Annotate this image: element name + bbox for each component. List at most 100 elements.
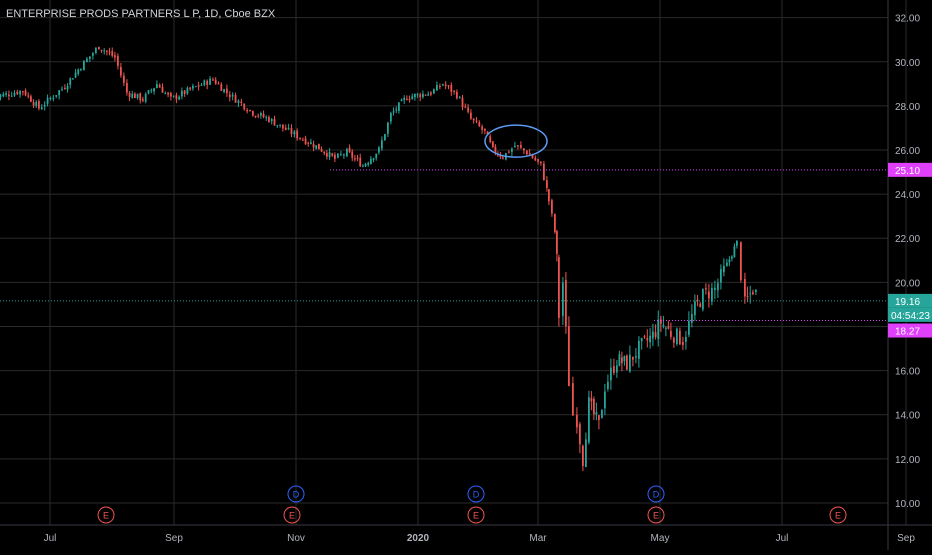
candle-body bbox=[136, 93, 139, 99]
candle-body bbox=[588, 397, 590, 443]
earnings-marker[interactable] bbox=[97, 506, 115, 524]
candle-body bbox=[128, 93, 131, 97]
candle-body bbox=[123, 75, 125, 83]
candle-body bbox=[378, 147, 380, 153]
candle-body bbox=[416, 93, 419, 96]
candle-body bbox=[422, 93, 424, 98]
candle-body bbox=[172, 95, 175, 97]
candle-body bbox=[175, 95, 178, 100]
candle-body bbox=[736, 240, 738, 246]
candle-body bbox=[436, 84, 438, 91]
candle-body bbox=[392, 111, 395, 113]
y-tick-label: 24.00 bbox=[895, 190, 920, 201]
candle-body bbox=[375, 153, 378, 159]
candle-body bbox=[502, 157, 504, 159]
candle-body bbox=[249, 109, 251, 111]
candle-body bbox=[629, 354, 631, 372]
candle-body bbox=[395, 109, 398, 111]
candle-body bbox=[618, 354, 621, 366]
candle-body bbox=[354, 158, 356, 160]
y-tick-label: 20.00 bbox=[895, 278, 920, 289]
candle-body bbox=[279, 124, 281, 126]
level-badge-label: 25.10 bbox=[895, 166, 920, 177]
countdown-badge bbox=[888, 307, 932, 322]
candle-body bbox=[621, 357, 623, 364]
candle-body bbox=[346, 149, 348, 157]
candle-body bbox=[302, 139, 304, 141]
candle-body bbox=[156, 84, 158, 88]
earnings-marker[interactable] bbox=[647, 506, 665, 524]
candle-body bbox=[214, 79, 217, 84]
candle-body bbox=[181, 90, 183, 97]
candle-body bbox=[312, 143, 315, 148]
candle-body bbox=[139, 93, 142, 101]
event-label: E bbox=[653, 511, 659, 521]
candle-body bbox=[108, 51, 111, 53]
candle-body bbox=[287, 127, 290, 130]
x-tick-label: Nov bbox=[287, 533, 305, 544]
candle-body bbox=[323, 151, 326, 154]
candle-body bbox=[66, 86, 69, 90]
candle-body bbox=[598, 415, 600, 420]
candle-body bbox=[691, 314, 693, 323]
candle-body bbox=[534, 157, 537, 161]
candle-body bbox=[228, 94, 231, 98]
candle-body bbox=[744, 278, 746, 297]
candle-body bbox=[411, 96, 414, 100]
candle-body bbox=[58, 90, 61, 96]
dividend-marker[interactable] bbox=[647, 485, 665, 503]
candle-body bbox=[370, 158, 372, 164]
candle-body bbox=[158, 84, 161, 88]
current-price-badge-label: 19.16 bbox=[895, 297, 920, 308]
candle-body bbox=[728, 259, 731, 263]
candle-body bbox=[414, 93, 416, 98]
dividend-marker[interactable] bbox=[467, 485, 485, 503]
candle-body bbox=[511, 148, 513, 153]
candle-body bbox=[150, 90, 153, 92]
candle-body bbox=[307, 142, 310, 144]
x-tick-label: Jul bbox=[776, 533, 789, 544]
candle-body bbox=[464, 106, 467, 108]
candle-body bbox=[508, 151, 510, 153]
current-price-badge bbox=[888, 293, 932, 308]
candle-body bbox=[212, 79, 214, 81]
candle-body bbox=[531, 154, 534, 159]
candle-body bbox=[430, 92, 432, 95]
candle-body bbox=[296, 130, 299, 139]
candle-body bbox=[223, 89, 225, 93]
earnings-marker[interactable] bbox=[829, 506, 847, 524]
candle-body bbox=[334, 154, 336, 159]
candle-body bbox=[444, 84, 447, 86]
candle-body bbox=[398, 102, 400, 111]
candle-body bbox=[351, 151, 354, 158]
candle-body bbox=[714, 287, 716, 290]
earnings-marker[interactable] bbox=[467, 506, 485, 524]
candle-body bbox=[103, 50, 106, 52]
dividend-marker[interactable] bbox=[287, 485, 305, 503]
candle-body bbox=[43, 104, 46, 107]
candle-body bbox=[92, 53, 94, 56]
candle-body bbox=[456, 91, 458, 99]
candle-body bbox=[52, 97, 55, 99]
countdown-label: 04:54:23 bbox=[891, 311, 930, 322]
candle-body bbox=[270, 118, 273, 122]
event-label: D bbox=[473, 490, 480, 500]
candle-body bbox=[22, 91, 24, 93]
candle-body bbox=[260, 113, 262, 116]
candle-body bbox=[593, 398, 595, 415]
candle-body bbox=[494, 146, 497, 154]
level-badge bbox=[888, 162, 932, 177]
earnings-marker[interactable] bbox=[283, 506, 301, 524]
y-tick-label: 32.00 bbox=[895, 14, 920, 25]
candle-body bbox=[528, 153, 531, 155]
candle-body bbox=[562, 282, 564, 316]
candle-body bbox=[111, 51, 114, 56]
candle-body bbox=[252, 111, 254, 116]
candle-body bbox=[203, 80, 206, 86]
candle-body bbox=[607, 381, 609, 389]
candle-body bbox=[673, 337, 675, 343]
candle-body bbox=[403, 97, 406, 101]
candle-body bbox=[134, 93, 136, 99]
